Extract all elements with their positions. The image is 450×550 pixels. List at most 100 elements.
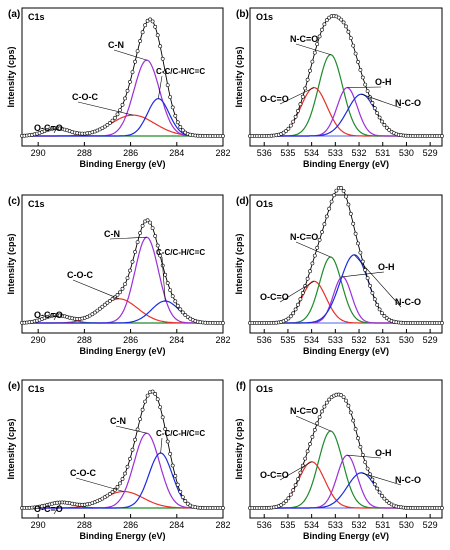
data-point bbox=[103, 124, 107, 129]
data-point bbox=[110, 297, 115, 301]
peak-leader-line bbox=[279, 280, 315, 303]
data-point bbox=[336, 15, 341, 20]
x-axis-title: Binding Energy (eV) bbox=[303, 531, 389, 541]
data-point bbox=[140, 223, 145, 228]
data-point bbox=[368, 283, 372, 288]
data-point bbox=[324, 18, 329, 23]
data-point bbox=[123, 282, 127, 287]
peak-leader-line bbox=[361, 93, 402, 109]
panel-e: (e) C1s 290 288 286 284 282 Binding Energy (eV)… bbox=[6, 379, 231, 541]
core-level-label: C1s bbox=[28, 199, 45, 209]
x-tick-label: 535 bbox=[280, 148, 295, 158]
data-point bbox=[329, 199, 334, 204]
peak-label: C-C/C-H/C=C bbox=[156, 248, 205, 257]
envelope-curve bbox=[22, 18, 223, 137]
data-point bbox=[308, 442, 312, 446]
data-point bbox=[382, 496, 387, 501]
x-tick-label: 531 bbox=[375, 148, 390, 158]
data-point bbox=[120, 477, 125, 481]
data-point bbox=[180, 495, 185, 500]
panel-letter: (f) bbox=[236, 381, 246, 392]
panel-letter: (d) bbox=[236, 196, 249, 207]
data-point bbox=[341, 188, 346, 193]
data-point bbox=[150, 226, 155, 231]
data-point bbox=[303, 86, 308, 91]
data-point bbox=[158, 405, 163, 410]
data-point bbox=[221, 506, 225, 510]
x-tick-label: 531 bbox=[375, 335, 390, 345]
data-point bbox=[348, 211, 353, 216]
x-tick-label: 531 bbox=[375, 520, 390, 530]
data-point bbox=[358, 68, 363, 72]
data-point bbox=[173, 299, 178, 304]
data-point bbox=[130, 259, 135, 264]
peak-label: C-O-C bbox=[70, 468, 96, 478]
data-point bbox=[348, 36, 353, 41]
y-axis-title: Intensity (cps) bbox=[234, 46, 244, 107]
data-point bbox=[105, 300, 110, 305]
data-point bbox=[346, 202, 351, 207]
x-axis-title: Binding Energy (eV) bbox=[79, 159, 165, 169]
core-level-label: O1s bbox=[256, 199, 273, 209]
peak-label: N-C-O bbox=[395, 475, 421, 485]
data-point bbox=[286, 316, 291, 321]
data-point bbox=[363, 82, 368, 87]
data-point bbox=[351, 43, 356, 48]
data-point bbox=[135, 240, 140, 245]
data-point bbox=[123, 96, 127, 101]
data-point bbox=[363, 268, 368, 272]
data-point bbox=[170, 463, 175, 468]
panel-letter: (c) bbox=[8, 196, 20, 207]
data-point bbox=[365, 276, 370, 281]
peak-label: O-C=O bbox=[34, 504, 63, 514]
data-point bbox=[344, 398, 348, 403]
peak-leader-line bbox=[113, 49, 147, 61]
data-point bbox=[175, 482, 180, 487]
data-point bbox=[310, 59, 315, 64]
panel-b: (b) O1s 536 535 534 533 532 531 530 529 Binding En… bbox=[234, 7, 444, 169]
peak-leader-line bbox=[279, 461, 312, 481]
data-point bbox=[370, 101, 375, 105]
y-axis-title: Intensity (cps) bbox=[6, 418, 16, 479]
component-peak-4 bbox=[250, 254, 442, 324]
data-point bbox=[158, 44, 163, 49]
data-point bbox=[360, 452, 365, 457]
peak-leader-line bbox=[295, 415, 331, 432]
data-point bbox=[382, 123, 387, 127]
data-point bbox=[348, 410, 353, 415]
data-point bbox=[115, 112, 120, 117]
x-tick-label: 282 bbox=[215, 335, 230, 345]
peak-leader-line bbox=[53, 128, 57, 134]
peak-label: C-N bbox=[108, 40, 124, 50]
peak-label: C-C/C-H/C=C bbox=[156, 67, 205, 76]
peak-leader-line bbox=[53, 502, 62, 515]
x-axis-title: Binding Energy (eV) bbox=[79, 531, 165, 541]
panel-d: (d) O1s 536 535 534 533 532 531 530 529 Binding En… bbox=[234, 185, 444, 356]
data-point bbox=[308, 68, 312, 73]
data-point bbox=[221, 321, 225, 325]
plot-frame bbox=[21, 7, 224, 147]
x-tick-label: 536 bbox=[257, 335, 272, 345]
data-point bbox=[291, 119, 296, 124]
component-peak-3 bbox=[22, 432, 223, 509]
data-point bbox=[317, 415, 322, 420]
envelope-curve bbox=[21, 390, 223, 509]
x-axis-title: Binding Energy (eV) bbox=[79, 346, 165, 356]
data-point bbox=[332, 193, 336, 198]
data-point bbox=[133, 437, 138, 442]
peak-label: N-C=O bbox=[290, 232, 318, 242]
data-point bbox=[358, 250, 363, 255]
data-point bbox=[305, 449, 310, 454]
peak-label: O-H bbox=[375, 77, 392, 87]
x-tick-label: 282 bbox=[215, 148, 230, 158]
data-point bbox=[341, 395, 346, 400]
x-tick-label: 286 bbox=[123, 148, 138, 158]
data-point bbox=[377, 115, 382, 120]
data-point bbox=[353, 427, 358, 432]
peak-leader-line bbox=[295, 241, 331, 258]
x-tick-label: 288 bbox=[77, 148, 92, 158]
data-point bbox=[100, 304, 105, 309]
peak-label: O-H bbox=[375, 448, 392, 458]
data-point bbox=[358, 444, 363, 449]
